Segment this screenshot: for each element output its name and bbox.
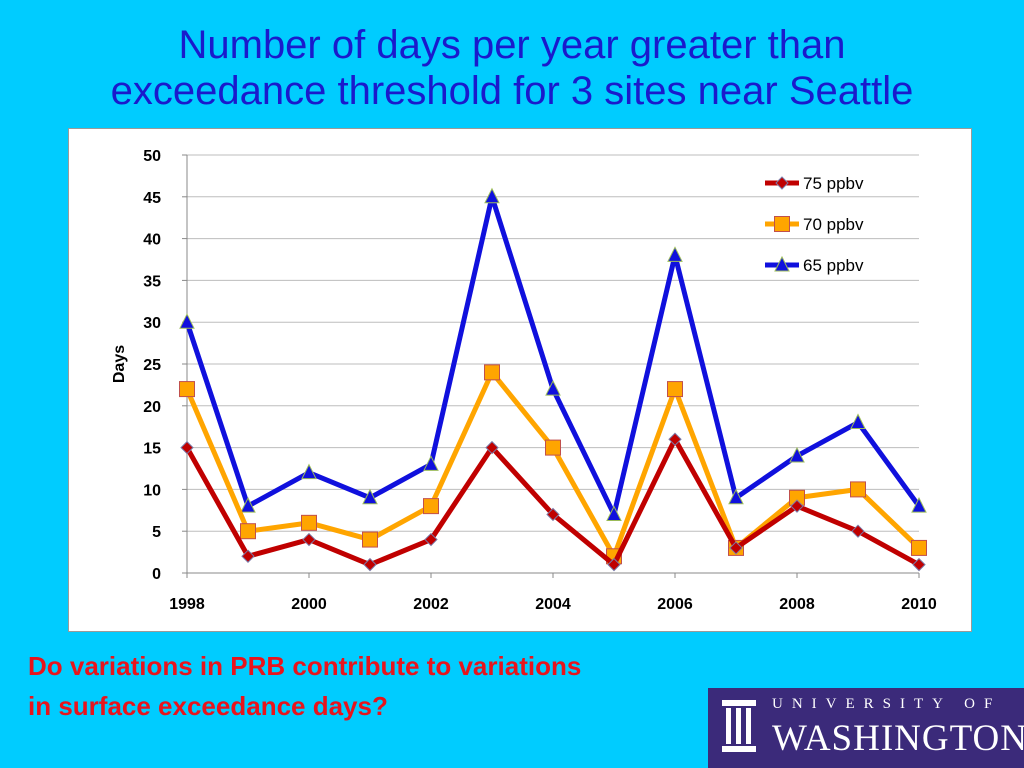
data-point xyxy=(484,187,500,204)
data-point xyxy=(667,246,683,262)
data-point xyxy=(789,446,805,463)
data-point xyxy=(423,455,439,471)
x-tick-label: 2002 xyxy=(413,596,449,613)
legend-label: 70 ppbv xyxy=(803,215,864,234)
y-tick-label: 50 xyxy=(143,148,161,165)
data-point xyxy=(301,463,317,480)
data-point xyxy=(850,481,866,498)
y-axis-label: Days xyxy=(111,345,128,383)
x-tick-label: 2006 xyxy=(657,596,693,613)
data-point xyxy=(301,514,317,531)
series-65-ppbv xyxy=(179,187,927,521)
series-75-ppbv xyxy=(180,432,926,572)
question-line-2: in surface exceedance days? xyxy=(28,691,388,721)
data-point xyxy=(851,524,865,538)
data-point xyxy=(545,439,561,456)
legend-marker xyxy=(774,216,790,232)
slide-title-line-2: exceedance threshold for 3 sites near Se… xyxy=(110,69,914,113)
data-point xyxy=(302,532,316,547)
pillar-icon xyxy=(722,700,756,752)
series-70-ppbv xyxy=(179,364,927,565)
data-point xyxy=(424,532,438,547)
x-tick-label: 2004 xyxy=(535,596,571,613)
slide-title-line-1: Number of days per year greater than xyxy=(178,23,846,67)
data-point xyxy=(850,413,866,430)
data-point xyxy=(546,507,560,522)
y-tick-label: 5 xyxy=(152,524,161,541)
legend-marker xyxy=(775,176,789,190)
data-point xyxy=(668,432,682,446)
logo-washington: WASHINGTON xyxy=(772,718,1024,759)
data-point xyxy=(362,488,378,505)
data-point xyxy=(362,531,378,548)
y-tick-label: 45 xyxy=(143,190,161,207)
question-line-1: Do variations in PRB contribute to varia… xyxy=(28,651,582,681)
x-tick-label: 1998 xyxy=(169,596,205,613)
data-point xyxy=(728,488,744,505)
data-point xyxy=(180,440,194,455)
x-tick-label: 2010 xyxy=(901,596,937,613)
logo-university-of: UNIVERSITY OF xyxy=(772,696,1002,712)
data-point xyxy=(911,497,927,513)
y-tick-label: 15 xyxy=(143,441,161,458)
series-line xyxy=(184,436,921,568)
data-point xyxy=(607,557,621,572)
data-point xyxy=(423,498,439,515)
y-tick-label: 35 xyxy=(143,273,161,290)
data-point xyxy=(179,381,195,398)
data-point xyxy=(606,505,622,521)
y-tick-label: 40 xyxy=(143,232,161,249)
data-point xyxy=(667,381,683,398)
data-point xyxy=(484,364,500,381)
legend-label: 75 ppbv xyxy=(803,174,864,193)
data-point xyxy=(485,440,499,455)
data-point xyxy=(790,499,804,513)
legend-label: 65 ppbv xyxy=(803,256,864,275)
data-point xyxy=(729,541,743,555)
series-line xyxy=(184,369,921,559)
slide-title: Number of days per year greater than exc… xyxy=(0,22,1024,114)
data-point xyxy=(545,379,561,396)
data-point xyxy=(912,557,926,572)
question-text: Do variations in PRB contribute to varia… xyxy=(28,646,581,726)
y-tick-label: 10 xyxy=(143,482,161,499)
data-point xyxy=(911,539,927,556)
data-point xyxy=(240,523,256,540)
y-tick-label: 0 xyxy=(152,566,161,583)
x-tick-label: 2000 xyxy=(291,596,327,613)
x-tick-label: 2008 xyxy=(779,596,815,613)
legend: 75 ppbv 70 ppbv 65 ppbv xyxy=(765,174,864,275)
university-logo: UNIVERSITY OF WASHINGTON xyxy=(708,688,1024,768)
y-tick-label: 25 xyxy=(143,357,161,374)
line-chart: 0 5 10 15 20 25 30 35 40 45 50 1998 2000 2002 2004 2006… xyxy=(111,148,937,613)
y-tick-label: 20 xyxy=(143,399,161,416)
y-tick-label: 30 xyxy=(143,315,161,332)
data-point xyxy=(241,549,255,563)
data-point xyxy=(363,557,377,572)
chart-frame: 0 5 10 15 20 25 30 35 40 45 50 1998 2000 2002 2004 2006… xyxy=(68,128,972,632)
data-point xyxy=(240,497,256,513)
legend-marker xyxy=(774,255,790,272)
data-point xyxy=(179,313,195,329)
series-line xyxy=(184,194,922,517)
